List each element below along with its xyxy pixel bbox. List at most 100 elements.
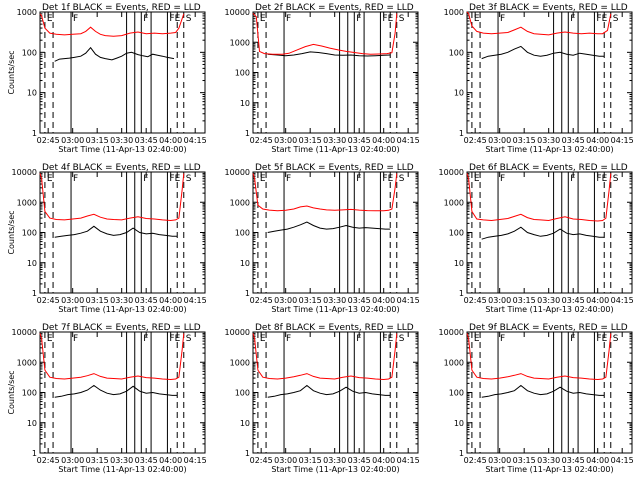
y-tick-label: 10000 [12, 168, 37, 177]
x-axis-label: Start Time (11-Apr-13 02:40:00) [485, 465, 613, 474]
x-tick-label: 03:15 [86, 296, 109, 305]
x-tick-label: 03:30 [537, 456, 560, 465]
x-tick-label: 04:15 [397, 296, 420, 305]
event-marker-label: F [286, 14, 291, 24]
y-tick-label: 100 [22, 229, 37, 238]
x-tick-label: 03:45 [562, 456, 585, 465]
chart-title: Det 4f BLACK = Events, RED = LLD [42, 163, 201, 173]
event-marker-label: E [260, 174, 266, 184]
x-axis-label: Start Time (11-Apr-13 02:40:00) [58, 465, 186, 474]
x-tick-label: 04:00 [586, 136, 609, 145]
event-marker-label: F [356, 334, 361, 344]
x-tick-label: 02:45 [37, 136, 60, 145]
x-tick-label: 04:15 [611, 136, 634, 145]
y-tick-label: 100 [235, 229, 250, 238]
chart-panel: Det 7f BLACK = Events, RED = LLD 1 10 100 10… [7, 323, 207, 474]
y-tick-label: 1000 [444, 198, 464, 207]
x-tick-label: 04:15 [184, 136, 207, 145]
x-tick-label: 03:00 [61, 296, 84, 305]
x-tick-label: 02:45 [464, 456, 487, 465]
x-tick-label: 03:15 [86, 136, 109, 145]
y-tick-label: 1 [459, 449, 464, 458]
y-tick-label: 100 [449, 229, 464, 238]
y-tick-label: 10 [27, 419, 37, 428]
event-marker-label: F [143, 334, 148, 344]
x-axis-label: Start Time (11-Apr-13 02:40:00) [485, 145, 613, 154]
event-marker-label: FE [169, 334, 180, 344]
x-tick-label: 03:45 [562, 136, 585, 145]
y-tick-label: 1 [245, 289, 250, 298]
events-series-line [481, 45, 605, 60]
chart-title: Det 2f BLACK = Events, RED = LLD [255, 3, 414, 13]
x-tick-label: 03:30 [537, 296, 560, 305]
x-tick-label: 03:30 [323, 296, 346, 305]
y-tick-label: 100 [22, 389, 37, 398]
event-marker-label: E [474, 14, 480, 24]
chart-title: Det 5f BLACK = Events, RED = LLD [255, 163, 414, 173]
chart-panel: Det 5f BLACK = Events, RED = LLD 1 10 100 10… [225, 163, 420, 314]
lld-series-line [39, 173, 185, 222]
y-tick-label: 100 [449, 389, 464, 398]
y-tick-label: 10 [240, 419, 250, 428]
x-tick-label: 03:00 [61, 456, 84, 465]
chart-title: Det 7f BLACK = Events, RED = LLD [42, 323, 201, 333]
y-tick-label: 1 [245, 129, 250, 138]
event-marker-label: S [186, 334, 192, 344]
x-tick-label: 03:15 [299, 136, 322, 145]
x-tick-label: 04:00 [159, 456, 182, 465]
x-tick-label: 03:15 [513, 136, 536, 145]
x-tick-label: 03:45 [348, 136, 371, 145]
event-marker-label: F [570, 174, 575, 184]
x-tick-label: 02:45 [250, 136, 273, 145]
event-marker-label: S [613, 334, 619, 344]
chart-panel: Det 4f BLACK = Events, RED = LLD 1 10 100 10… [7, 163, 207, 314]
event-marker-label: E [47, 14, 53, 24]
y-axis-label: Counts/sec [7, 210, 16, 254]
plot-frame [466, 11, 633, 134]
x-tick-label: 04:15 [611, 296, 634, 305]
event-marker-label: E [474, 174, 480, 184]
events-series-line [54, 225, 178, 238]
y-tick-label: 10000 [12, 328, 37, 337]
y-axis-label: Counts/sec [7, 370, 16, 414]
chart-title: Det 8f BLACK = Events, RED = LLD [255, 323, 414, 333]
chart-title: Det 9f BLACK = Events, RED = LLD [469, 323, 628, 333]
y-tick-label: 10 [240, 99, 250, 108]
plot-frame [39, 171, 206, 294]
y-tick-label: 1 [459, 289, 464, 298]
x-tick-label: 03:45 [562, 296, 585, 305]
y-tick-label: 1 [245, 449, 250, 458]
event-marker-label: E [260, 334, 266, 344]
y-tick-label: 1 [32, 129, 37, 138]
chart-panel: Det 1f BLACK = Events, RED = LLD 1 10 100 10… [7, 3, 207, 154]
y-tick-label: 1 [32, 449, 37, 458]
event-marker-label: F [500, 14, 505, 24]
event-marker-label: E [260, 14, 266, 24]
x-tick-label: 03:15 [513, 456, 536, 465]
event-marker-label: FE [382, 334, 393, 344]
x-axis-label: Start Time (11-Apr-13 02:40:00) [58, 305, 186, 314]
y-tick-label: 10 [240, 259, 250, 268]
event-marker-label: F [73, 174, 78, 184]
lld-series-line [252, 13, 398, 55]
x-tick-label: 03:00 [61, 136, 84, 145]
y-tick-label: 1000 [230, 358, 250, 367]
x-tick-label: 03:45 [348, 456, 371, 465]
event-marker-label: FE [382, 14, 393, 24]
lld-series-line [466, 333, 612, 381]
x-tick-label: 04:00 [372, 136, 395, 145]
y-tick-label: 10 [27, 259, 37, 268]
event-marker-label: F [570, 14, 575, 24]
y-tick-label: 10000 [439, 328, 464, 337]
plot-frame [252, 11, 419, 134]
x-tick-label: 04:15 [397, 136, 420, 145]
y-tick-label: 1000 [17, 8, 37, 17]
events-series-line [54, 46, 175, 62]
x-tick-label: 04:15 [611, 456, 634, 465]
x-tick-label: 03:00 [488, 456, 511, 465]
x-tick-label: 03:15 [299, 456, 322, 465]
x-tick-label: 03:30 [110, 136, 133, 145]
y-tick-label: 10000 [225, 328, 250, 337]
x-tick-label: 03:30 [110, 296, 133, 305]
